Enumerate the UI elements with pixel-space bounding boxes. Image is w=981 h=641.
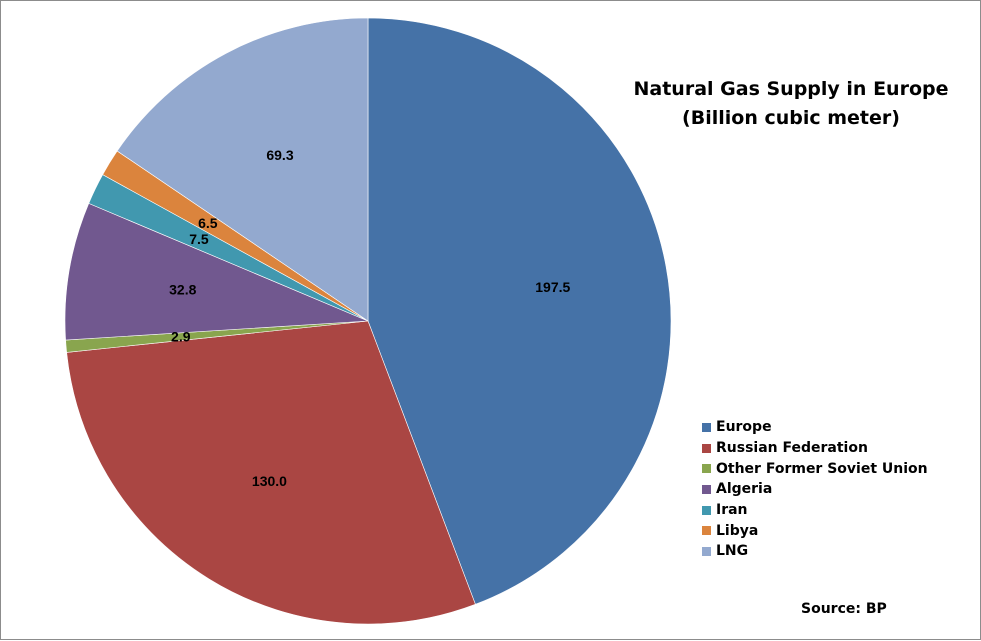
legend-label: Europe [716, 419, 772, 436]
legend-swatch [702, 443, 711, 453]
pie-slice-europe [367, 17, 672, 605]
data-label-russian-federation: 130.0 [252, 473, 287, 489]
legend-item-lng: LNG [702, 541, 928, 562]
legend-label: Russian Federation [716, 440, 868, 457]
data-label-iran: 7.5 [189, 231, 209, 247]
data-label-other-former-soviet-union: 2.9 [171, 329, 191, 345]
legend-swatch [702, 484, 711, 494]
pie-slices [64, 17, 672, 625]
legend-label: Libya [716, 522, 759, 539]
legend-label: Other Former Soviet Union [716, 460, 928, 477]
data-label-europe: 197.5 [535, 279, 570, 295]
pie-slice-lng [116, 17, 369, 322]
chart-title-line: Natural Gas Supply in Europe [633, 78, 949, 100]
legend-swatch [702, 526, 711, 536]
legend-item-other-former-soviet-union: Other Former Soviet Union [702, 458, 928, 479]
legend-item-russian-federation: Russian Federation [702, 438, 928, 459]
source-note: Source: BP [801, 601, 887, 617]
legend-item-iran: Iran [702, 500, 928, 521]
legend-item-algeria: Algeria [702, 479, 928, 500]
legend-item-europe: Europe [702, 417, 928, 438]
legend-label: Iran [716, 502, 748, 519]
pie-data-labels: 197.5 130.0 2.9 32.8 7.56.5 69.3 [169, 147, 570, 489]
legend-swatch [702, 505, 711, 515]
legend-label: LNG [716, 543, 749, 560]
legend-swatch [702, 422, 711, 432]
pie-slice-russian-federation [66, 320, 476, 625]
data-label-lng: 69.3 [266, 147, 293, 163]
chart-title: Natural Gas Supply in Europe (Billion cu… [621, 75, 961, 133]
chart-subtitle-line: (Billion cubic meter) [682, 107, 900, 129]
legend-label: Algeria [716, 481, 773, 498]
pie-slice-algeria [64, 203, 369, 341]
legend-swatch [702, 464, 711, 474]
data-label-libya: 6.5 [198, 215, 218, 231]
legend-swatch [702, 546, 711, 556]
data-label-algeria: 32.8 [169, 282, 196, 298]
legend: Europe Russian Federation Other Former Sov… [702, 417, 928, 562]
legend-item-libya: Libya [702, 520, 928, 541]
